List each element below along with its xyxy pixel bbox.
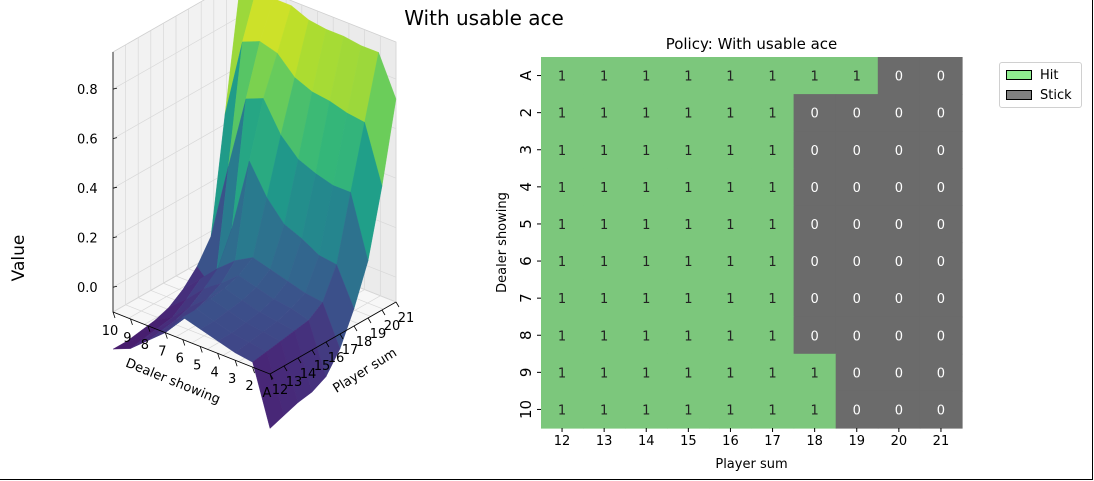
z-tick-label: 0.8 bbox=[77, 83, 98, 98]
z-axis-label: Value bbox=[9, 235, 29, 282]
dealer-tick-label: 5 bbox=[193, 358, 201, 373]
z-tick-label: 0.0 bbox=[77, 281, 98, 296]
player-tick-mark bbox=[395, 301, 400, 308]
player-tick-mark bbox=[367, 317, 372, 324]
player-axis-line bbox=[269, 301, 397, 375]
z-tick-mark bbox=[112, 236, 118, 239]
z-tick-label: 0.4 bbox=[77, 182, 98, 197]
hit-swatch bbox=[1006, 70, 1032, 80]
dealer-tick-label: 3 bbox=[228, 372, 236, 387]
figure-suptitle: With usable ace bbox=[404, 6, 564, 30]
state-value-surface-plot: 0.0 0.2 0.4 0.6 0.8 Value 10 9 8 7 6 5 4 3 2 A Dealer sh… bbox=[9, 0, 415, 429]
legend-label-stick: Stick bbox=[1040, 88, 1072, 103]
z-tick-label: 0.6 bbox=[77, 133, 98, 148]
player-tick-mark bbox=[283, 365, 288, 372]
dealer-tick-label: 6 bbox=[176, 352, 184, 367]
player-tick-label: 19 bbox=[370, 327, 387, 342]
player-tick-label: 12 bbox=[272, 383, 289, 398]
policy-legend: Hit Stick bbox=[999, 62, 1082, 108]
player-tick-mark bbox=[311, 349, 316, 356]
player-tick-mark bbox=[381, 309, 386, 316]
dealer-tick-label: 7 bbox=[158, 345, 166, 360]
legend-item-hit: Hit bbox=[1006, 69, 1058, 83]
legend-label-hit: Hit bbox=[1040, 68, 1059, 83]
player-tick-mark bbox=[297, 357, 302, 364]
dealer-tick-label: 2 bbox=[245, 379, 253, 394]
dealer-tick-mark bbox=[112, 311, 116, 319]
dealer-tick-label: 9 bbox=[123, 331, 131, 346]
dealer-tick-label: A bbox=[263, 386, 272, 401]
player-tick-label: 21 bbox=[398, 311, 415, 326]
dealer-tick-mark bbox=[234, 360, 238, 367]
dealer-axis-line bbox=[112, 311, 271, 375]
player-tick-mark bbox=[269, 373, 274, 380]
stick-swatch bbox=[1006, 90, 1032, 100]
dealer-tick-mark bbox=[182, 339, 186, 346]
player-tick-label: 14 bbox=[300, 367, 317, 382]
dealer-axis-label: Dealer showing bbox=[123, 356, 222, 408]
player-tick-mark bbox=[339, 333, 344, 340]
heatmap-title: Policy: With usable ace bbox=[665, 35, 838, 53]
z-tick-mark bbox=[112, 137, 118, 140]
dealer-tick-mark bbox=[252, 366, 255, 374]
legend-item-stick: Stick bbox=[1006, 89, 1072, 103]
player-tick-label: 17 bbox=[342, 343, 359, 358]
z-tick-label: 0.2 bbox=[77, 232, 98, 247]
z-tick-mark bbox=[112, 87, 118, 90]
player-tick-label: 16 bbox=[328, 351, 345, 366]
player-tick-label: 13 bbox=[286, 375, 303, 390]
player-tick-label: 18 bbox=[356, 335, 373, 350]
dealer-tick-mark bbox=[147, 325, 151, 332]
dealer-tick-label: 10 bbox=[102, 324, 119, 339]
player-tick-label: 15 bbox=[314, 359, 331, 374]
dealer-tick-label: 4 bbox=[211, 365, 219, 380]
surface-patch bbox=[252, 351, 285, 429]
dealer-tick-mark bbox=[217, 353, 221, 360]
z-tick-mark bbox=[112, 186, 118, 189]
player-tick-mark bbox=[353, 325, 358, 332]
player-tick-mark bbox=[325, 341, 330, 348]
dealer-tick-mark bbox=[199, 346, 203, 353]
dealer-tick-mark bbox=[164, 332, 168, 339]
player-tick-label: 20 bbox=[384, 319, 401, 334]
dealer-tick-label: 8 bbox=[141, 338, 149, 353]
dealer-tick-mark bbox=[130, 318, 133, 326]
z-tick-mark bbox=[112, 285, 118, 288]
